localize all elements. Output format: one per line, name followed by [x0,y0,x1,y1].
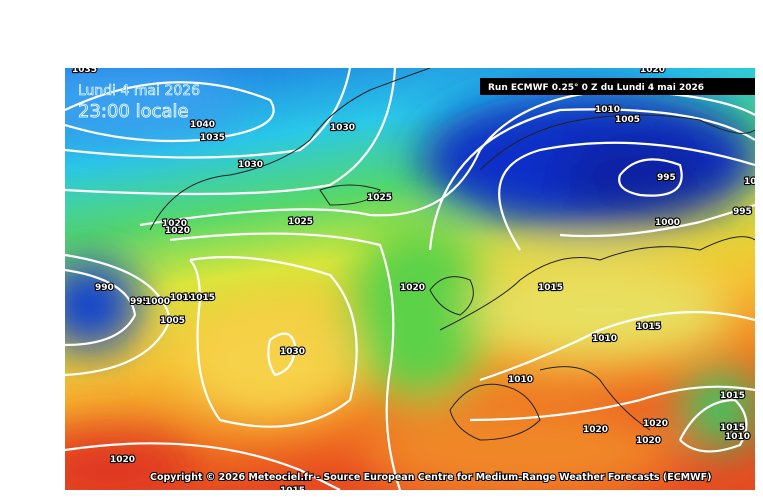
isobar-label: 1040 [190,120,215,130]
isobar-label: 1010 [170,293,195,303]
isobar-label: 995 [733,207,752,217]
isobar-label: 1020 [640,65,665,75]
map-field: 1035104010351030103010251025102010209909… [65,65,763,496]
isobar-label: 1020 [636,436,661,446]
isobars [65,68,755,490]
isobar-label: 1035 [200,133,225,143]
isobar-label: 1030 [238,160,263,170]
isobar-label: 1015 [280,486,305,496]
isobar-label: 1020 [110,455,135,465]
date-label: Lundi 4 mai 2026 [78,83,200,99]
isobar-label: 1010 [595,105,620,115]
isobar-label: 1015 [636,322,661,332]
isobar-label: 1035 [72,65,97,75]
isobar-label: 1030 [330,123,355,133]
isobar-label: 1005 [160,316,185,326]
isobar-label: 1025 [367,193,392,203]
isobar-label: 1000 [744,177,763,187]
isobar-label: 1020 [162,219,187,229]
isobar-label: 1010 [592,334,617,344]
isobar-label: 1015 [538,283,563,293]
isobar-label: 1010 [508,375,533,385]
isobar-label: 1020 [643,419,668,429]
isobar-label: 995 [130,297,149,307]
run-banner [480,78,755,95]
isobar-label: 995 [657,173,676,183]
isobar-label: 1005 [615,115,640,125]
run-label: Run ECMWF 0.25° 0 Z du Lundi 4 mai 2026 [488,83,704,93]
isobar-label: 1020 [583,425,608,435]
isobar-label: 1020 [400,283,425,293]
time-label: 23:00 locale [78,101,189,122]
isobar-label: 1025 [288,217,313,227]
isobar-label: 1030 [280,347,305,357]
isobar-label: 1000 [655,218,680,228]
isobar-label: 1020 [165,226,190,236]
isobar-label: 990 [95,283,114,293]
isobar-label: 1015 [720,423,745,433]
isobar-label: 1015 [190,293,215,303]
copyright: Copyright © 2026 Meteociel.fr - Source E… [150,472,711,483]
isobar-label: 1010 [725,432,750,442]
coastlines [149,68,755,441]
isobar-label: 1000 [145,297,170,307]
isobar-label: 1015 [720,391,745,401]
